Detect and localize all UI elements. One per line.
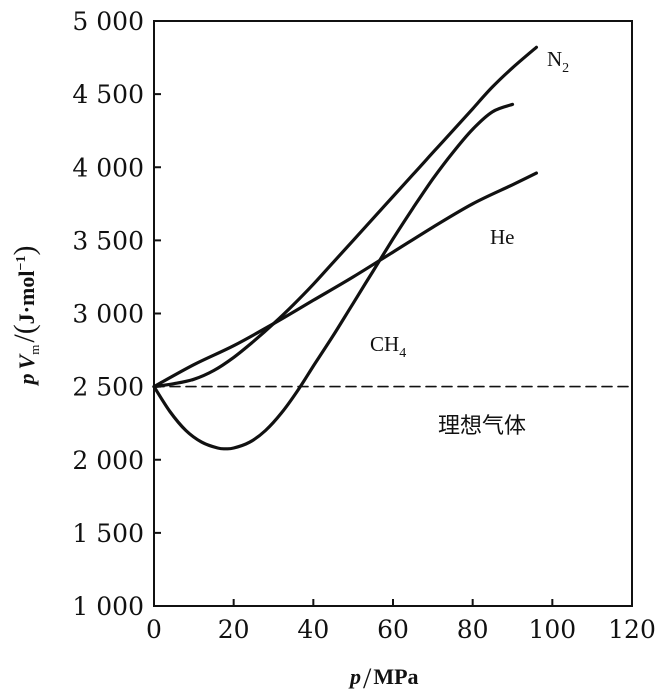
y-tick-label: 2 500 — [72, 373, 144, 402]
plot-frame — [154, 21, 632, 606]
x-tick-label: 60 — [377, 615, 409, 644]
series-layer — [154, 47, 632, 449]
x-tick-label: 40 — [297, 615, 329, 644]
x-axis-title: p/MPa — [348, 662, 419, 694]
x-tick-label: 0 — [146, 615, 162, 644]
y-tick-label: 2 000 — [72, 446, 144, 475]
y-tick-label: 1 500 — [72, 519, 144, 548]
y-tick-label: 4 500 — [72, 80, 144, 109]
series-label-ch4: CH4 — [370, 332, 406, 361]
x-tick-label: 120 — [608, 615, 656, 644]
series-line-he — [154, 173, 536, 387]
y-axis-ticks: 1 000 1 500 2 000 2 500 3 000 3 500 4 000 4 500… — [72, 7, 161, 621]
y-tick-label: 3 000 — [72, 300, 144, 329]
x-tick-label: 80 — [457, 615, 489, 644]
series-line-ch4 — [154, 104, 513, 448]
y-axis-title: pVm/(J·mol−1) — [8, 246, 42, 387]
ideal-gas-label: 理想气体 — [438, 414, 526, 439]
y-tick-label: 5 000 — [72, 7, 144, 36]
x-tick-label: 100 — [528, 615, 576, 644]
y-tick-label: 3 500 — [72, 226, 144, 255]
x-tick-label: 20 — [218, 615, 250, 644]
y-tick-label: 4 000 — [72, 153, 144, 182]
series-label-n2: N2 — [547, 47, 569, 76]
y-tick-label: 1 000 — [72, 592, 144, 621]
series-label-he: He — [490, 225, 515, 249]
series-line-n2 — [154, 47, 536, 386]
